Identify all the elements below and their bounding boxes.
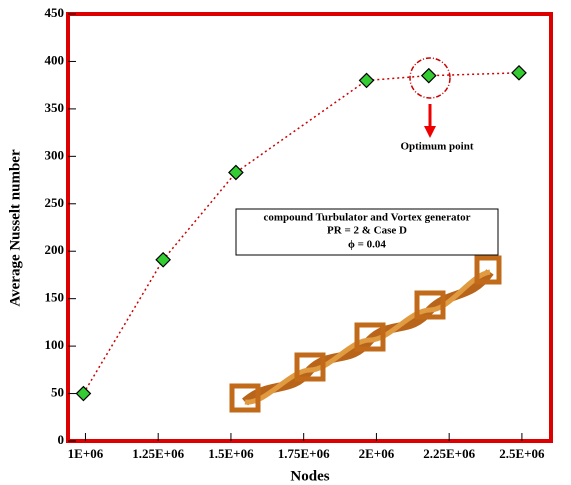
data-point xyxy=(420,67,437,84)
y-tick-label: 300 xyxy=(45,147,65,162)
x-tick-label: 2.5E+06 xyxy=(499,446,545,461)
plot-frame xyxy=(66,12,553,443)
series-line xyxy=(82,72,520,394)
data-point xyxy=(75,385,92,402)
y-tick-label: 350 xyxy=(45,100,65,115)
y-axis-label: Average Nusselt number xyxy=(7,149,23,307)
x-tick-label: 1.25E+06 xyxy=(132,446,184,461)
annotation-box xyxy=(235,208,499,256)
y-tick-label: 150 xyxy=(45,290,65,305)
annotation: PR = 2 & Case D xyxy=(327,225,407,237)
x-tick-label: 1.5E+06 xyxy=(208,446,254,461)
y-tick-label: 400 xyxy=(45,52,65,67)
x-axis-label: Nodes xyxy=(290,468,329,484)
illustration xyxy=(229,255,502,413)
data-point xyxy=(228,164,244,181)
highlight-circle xyxy=(409,57,451,99)
annotation: ϕ = 0.04 xyxy=(348,239,386,251)
data-point xyxy=(511,64,527,81)
y-tick-label: 250 xyxy=(45,195,65,210)
x-tick-label: 1.75E+06 xyxy=(278,446,330,461)
data-point xyxy=(155,251,171,268)
x-tick-label: 2.25E+06 xyxy=(423,446,475,461)
x-tick-label: 1E+06 xyxy=(68,446,104,461)
y-tick-label: 450 xyxy=(45,5,65,20)
x-tick-label: 2E+06 xyxy=(359,446,395,461)
arrow-head xyxy=(424,126,436,138)
y-tick-label: 200 xyxy=(45,242,65,257)
y-tick-label: 100 xyxy=(45,337,65,352)
annotation: compound Turbulator and Vortex generator xyxy=(264,212,471,224)
y-tick-label: 0 xyxy=(58,432,65,447)
data-point xyxy=(358,72,375,89)
y-tick-label: 50 xyxy=(51,385,64,400)
annotation: Optimum point xyxy=(400,141,473,153)
